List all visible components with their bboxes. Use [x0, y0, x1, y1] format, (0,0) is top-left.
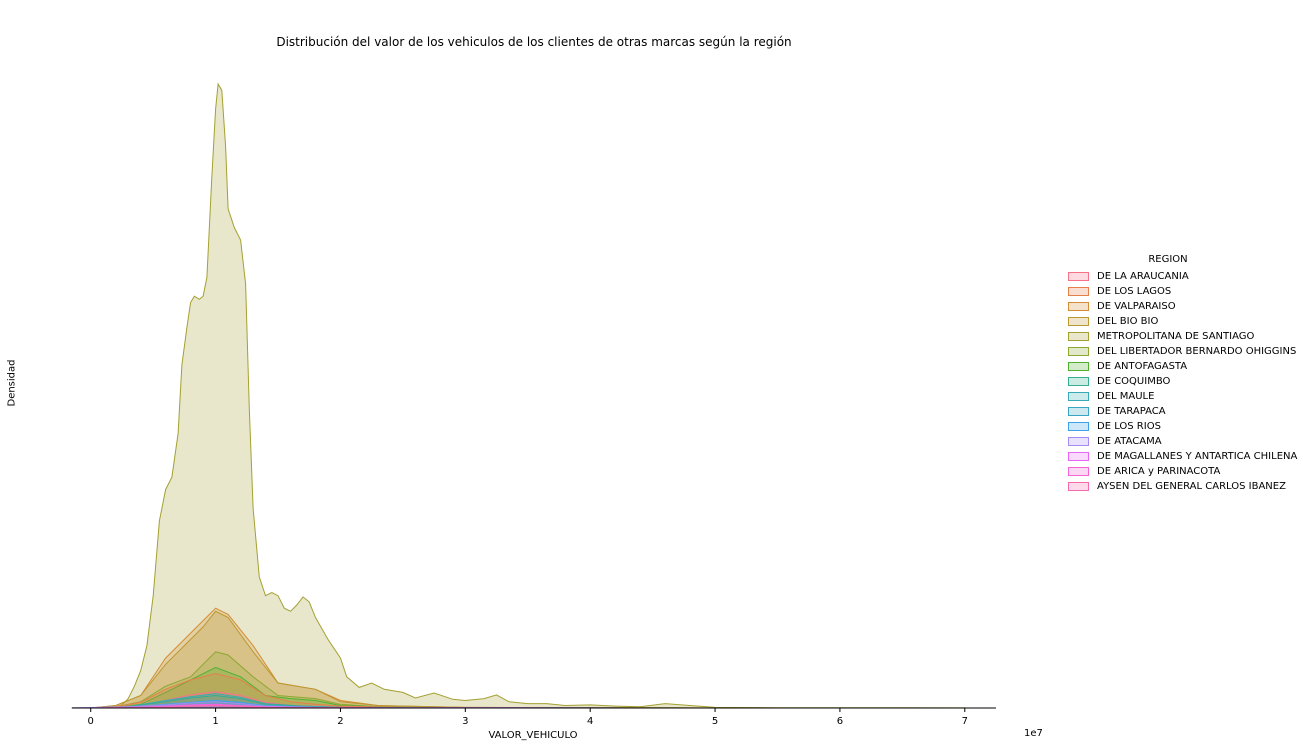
legend-label: DEL MAULE [1097, 391, 1155, 402]
legend-label: DE ANTOFAGASTA [1097, 361, 1188, 372]
legend-label: DE VALPARAISO [1097, 301, 1176, 312]
legend-item: DEL LIBERTADOR BERNARDO OHIGGINS [1068, 344, 1297, 359]
x-tick-label: 2 [337, 716, 343, 727]
legend-item: DEL BIO BIO [1068, 314, 1297, 329]
legend-swatch [1068, 392, 1089, 401]
x-tick-label: 3 [462, 716, 468, 727]
legend-swatch [1068, 407, 1089, 416]
legend-label: DE ATACAMA [1097, 436, 1162, 447]
legend-item: DE ARICA y PARINACOTA [1068, 464, 1297, 479]
legend-swatch [1068, 452, 1089, 461]
legend-label: AYSEN DEL GENERAL CARLOS IBANEZ [1097, 481, 1286, 492]
legend-label: METROPOLITANA DE SANTIAGO [1097, 331, 1255, 342]
legend-label: DEL LIBERTADOR BERNARDO OHIGGINS [1097, 346, 1297, 357]
legend-swatch [1068, 317, 1089, 326]
legend-label: DE ARICA y PARINACOTA [1097, 466, 1221, 477]
legend-label: DE LOS RIOS [1097, 421, 1161, 432]
legend-swatch [1068, 437, 1089, 446]
legend-swatch [1068, 347, 1089, 356]
legend-label: DEL BIO BIO [1097, 316, 1159, 327]
x-axis: 0 1 2 3 4 5 6 7 [72, 707, 996, 727]
x-axis-offset-label: 1e7 [1024, 728, 1043, 739]
legend-item: DEL MAULE [1068, 389, 1297, 404]
legend-items: DE LA ARAUCANIA DE LOS LAGOS DE VALPARAISO… [1068, 269, 1297, 494]
x-tick-label: 0 [88, 716, 94, 727]
x-tick-label: 4 [587, 716, 593, 727]
legend-item: DE ATACAMA [1068, 434, 1297, 449]
legend-swatch [1068, 272, 1089, 281]
legend-swatch [1068, 467, 1089, 476]
legend-label: DE LA ARAUCANIA [1097, 271, 1189, 282]
legend-swatch [1068, 482, 1089, 491]
chart-title: Distribución del valor de los vehiculos … [276, 35, 792, 49]
x-axis-label: VALOR_VEHICULO [488, 730, 578, 741]
legend-swatch [1068, 422, 1089, 431]
legend-title: REGION [1148, 254, 1188, 265]
legend-item: DE LA ARAUCANIA [1068, 269, 1297, 284]
legend-swatch [1068, 377, 1089, 386]
x-tick-label: 1 [212, 716, 218, 727]
y-axis-label: Densidad [6, 359, 18, 407]
legend: REGION DE LA ARAUCANIA DE LOS LAGOS DE VAL… [1068, 254, 1297, 494]
x-tick-label: 5 [712, 716, 718, 727]
x-tick-label: 7 [962, 716, 968, 727]
legend-swatch [1068, 302, 1089, 311]
density-areas [71, 82, 966, 709]
legend-item: DE LOS LAGOS [1068, 284, 1297, 299]
legend-label: DE COQUIMBO [1097, 376, 1171, 387]
legend-item: METROPOLITANA DE SANTIAGO [1068, 329, 1297, 344]
legend-item: DE LOS RIOS [1068, 419, 1297, 434]
legend-item: DE VALPARAISO [1068, 299, 1297, 314]
legend-item: DE MAGALLANES Y ANTARTICA CHILENA [1068, 449, 1297, 464]
legend-item: DE TARAPACA [1068, 404, 1297, 419]
legend-item: DE COQUIMBO [1068, 374, 1297, 389]
legend-swatch [1068, 362, 1089, 371]
legend-label: DE MAGALLANES Y ANTARTICA CHILENA [1097, 451, 1298, 462]
legend-label: DE LOS LAGOS [1097, 286, 1172, 297]
legend-item: DE ANTOFAGASTA [1068, 359, 1297, 374]
legend-swatch [1068, 332, 1089, 341]
x-tick-label: 6 [837, 716, 843, 727]
legend-item: AYSEN DEL GENERAL CARLOS IBANEZ [1068, 479, 1297, 494]
legend-swatch [1068, 287, 1089, 296]
legend-label: DE TARAPACA [1097, 406, 1166, 417]
